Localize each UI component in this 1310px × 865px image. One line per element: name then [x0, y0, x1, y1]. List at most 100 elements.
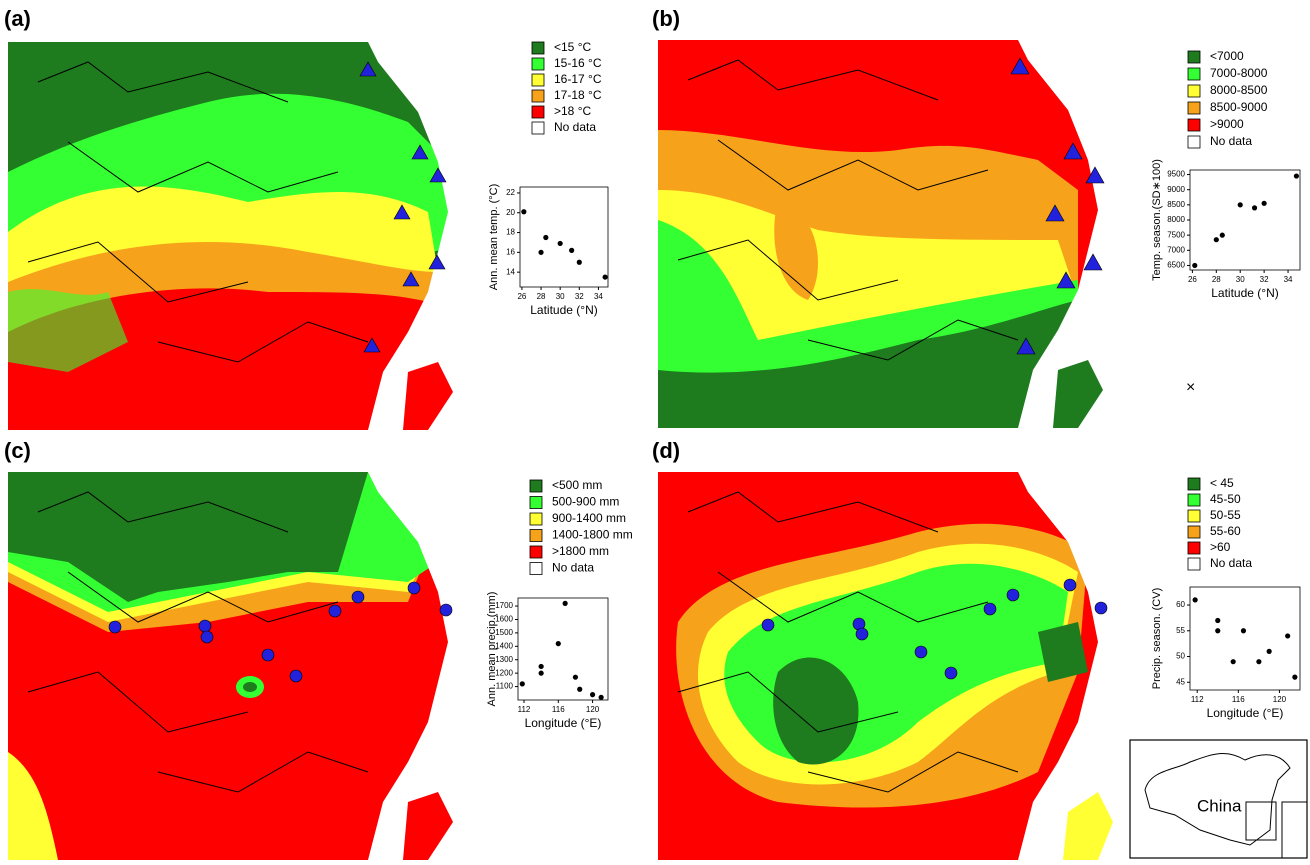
legend-swatch	[1187, 118, 1201, 132]
map-c	[8, 472, 480, 860]
legend-label: < 45	[1210, 476, 1234, 490]
y-tick-label: 9500	[1167, 170, 1185, 179]
point	[1192, 262, 1198, 269]
legend-swatch	[529, 545, 543, 559]
legend-label: 15-16 °C	[554, 56, 602, 70]
legend-swatch	[529, 479, 543, 493]
legend-label: 500-900 mm	[552, 495, 619, 509]
legend-label: >18 °C	[554, 104, 591, 118]
legend-swatch	[1187, 477, 1201, 491]
map-a	[8, 42, 480, 430]
legend-swatch	[529, 562, 543, 575]
x-tick-label: 116	[1232, 695, 1245, 704]
x-tick-label: 120	[1273, 695, 1287, 704]
legend-swatch	[1187, 84, 1201, 98]
y-tick-label: 7500	[1167, 230, 1185, 239]
point	[577, 686, 583, 692]
legend-label: <500 mm	[552, 478, 602, 492]
point	[1251, 205, 1258, 211]
panel-label: (d)	[652, 438, 680, 463]
y-tick-label: 22	[506, 188, 515, 197]
point	[555, 641, 561, 647]
point	[572, 674, 579, 680]
site-markers	[108, 57, 1108, 683]
point	[557, 240, 563, 247]
y-tick-label: 8000	[1167, 215, 1185, 224]
plot-frame	[519, 186, 609, 288]
x-tick-label: 116	[552, 705, 565, 714]
x-axis-label: Latitude (°N)	[530, 303, 598, 317]
legend-label: 17-18 °C	[554, 88, 602, 102]
point	[1215, 628, 1221, 634]
y-tick-label: 50	[1176, 652, 1185, 661]
point	[1266, 648, 1272, 654]
legend-swatch	[531, 89, 545, 103]
legend-swatch	[529, 529, 543, 542]
legend-swatch	[529, 512, 543, 526]
plot-frame	[1189, 586, 1301, 691]
y-tick-label: 60	[1176, 600, 1185, 609]
plot-frame	[1189, 169, 1301, 271]
point	[519, 681, 525, 687]
legend-label: No data	[552, 561, 594, 575]
y-tick-label: 45	[1176, 677, 1185, 686]
y-tick-label: 16	[506, 247, 515, 256]
legend-label: 8500-9000	[1210, 100, 1268, 114]
point	[1230, 659, 1236, 665]
x-tick-label: 26	[517, 292, 526, 301]
point	[1219, 232, 1225, 238]
legend-label: <15 °C	[554, 40, 591, 54]
legend-swatch	[1187, 541, 1201, 555]
legend-label: 45-50	[1210, 492, 1241, 506]
legend-swatch	[529, 496, 543, 509]
point	[521, 209, 527, 215]
map-d	[658, 472, 1130, 860]
point	[602, 274, 608, 280]
inset-label: China	[1197, 796, 1242, 815]
point	[569, 247, 575, 253]
point	[1237, 202, 1243, 208]
map-b	[658, 40, 1130, 428]
point	[1192, 597, 1198, 603]
point	[1240, 628, 1247, 634]
x-tick-label: 32	[1260, 275, 1269, 284]
plot-frame	[517, 597, 609, 701]
legend-swatch	[1187, 493, 1201, 507]
point	[1293, 173, 1300, 179]
x-axis-label: Longitude (°E)	[525, 716, 602, 730]
x-axis-label: Latitude (°N)	[1211, 286, 1279, 300]
point	[543, 234, 549, 241]
legend-swatch	[531, 57, 545, 71]
china-inset: China	[1129, 739, 1308, 859]
legend-label: 1400-1800 mm	[552, 528, 633, 542]
point	[1213, 237, 1219, 243]
x-tick-label: 28	[1212, 275, 1221, 284]
stray-mark: ×	[1186, 379, 1195, 396]
y-axis-label: Ann. mean temp. (°C)	[488, 184, 500, 291]
x-tick-label: 28	[537, 292, 546, 301]
legend-swatch	[1187, 135, 1201, 149]
legend-label: <7000	[1210, 49, 1244, 63]
y-tick-label: 8500	[1167, 200, 1185, 209]
panel-label: (c)	[4, 438, 31, 463]
point	[538, 663, 544, 670]
point	[1292, 674, 1298, 680]
legend-label: 55-60	[1210, 524, 1241, 538]
x-tick-label: 112	[1191, 695, 1204, 704]
y-axis-label: Precip. season. (CV)	[1151, 588, 1163, 689]
legend-label: No data	[554, 120, 596, 134]
point	[538, 670, 544, 676]
x-tick-label: 34	[594, 292, 603, 301]
legend-swatch	[1187, 67, 1201, 81]
legend-swatch	[1187, 557, 1201, 571]
x-tick-label: 30	[556, 292, 565, 301]
legend-swatch	[1187, 509, 1201, 523]
y-tick-label: 9000	[1167, 185, 1185, 194]
point	[1256, 659, 1262, 665]
y-tick-label: 1100	[496, 682, 514, 691]
legend-swatch	[1187, 101, 1201, 115]
x-tick-label: 120	[586, 705, 600, 714]
x-axis-label: Longitude (°E)	[1207, 706, 1284, 720]
